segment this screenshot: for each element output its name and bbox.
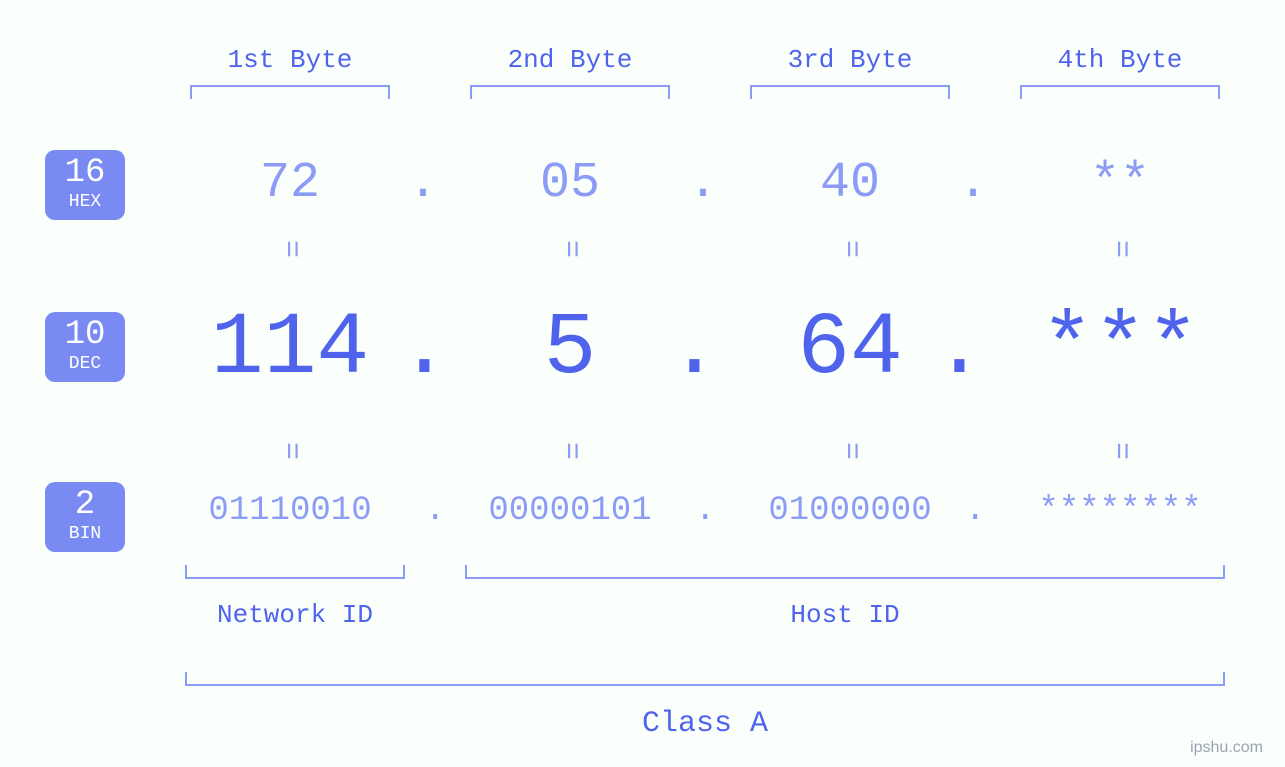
bracket-class: [185, 672, 1225, 686]
bin-byte-4: ********: [990, 492, 1250, 530]
hex-byte-2: 05: [460, 155, 680, 212]
byte-bracket-top-2: [470, 85, 670, 99]
hex-byte-4: **: [1010, 155, 1230, 212]
bin-byte-1: 01110010: [160, 492, 420, 530]
equals-dec-bin-2: =: [553, 436, 587, 466]
byte-bracket-top-1: [190, 85, 390, 99]
hex-byte-1: 72: [180, 155, 400, 212]
equals-dec-bin-1: =: [273, 436, 307, 466]
dec-byte-1: 114: [180, 300, 400, 399]
bin-dot-1: .: [425, 492, 445, 530]
hex-dot-2: .: [688, 155, 718, 212]
label-host-id: Host ID: [465, 600, 1225, 630]
bin-byte-3: 01000000: [720, 492, 980, 530]
equals-dec-bin-4: =: [1103, 436, 1137, 466]
badge-hex: 16 HEX: [45, 150, 125, 220]
equals-hex-dec-1: =: [273, 234, 307, 264]
equals-hex-dec-2: =: [553, 234, 587, 264]
dec-dot-2: .: [668, 300, 718, 399]
dec-byte-2: 5: [460, 300, 680, 399]
label-class: Class A: [185, 707, 1225, 741]
byte-header-3: 3rd Byte: [750, 45, 950, 75]
bin-dot-2: .: [695, 492, 715, 530]
dec-dot-3: .: [933, 300, 983, 399]
badge-dec-number: 10: [45, 318, 125, 352]
dec-dot-1: .: [398, 300, 448, 399]
equals-dec-bin-3: =: [833, 436, 867, 466]
byte-header-4: 4th Byte: [1020, 45, 1220, 75]
dec-byte-3: 64: [740, 300, 960, 399]
badge-hex-label: HEX: [45, 192, 125, 212]
hex-dot-1: .: [408, 155, 438, 212]
byte-bracket-top-4: [1020, 85, 1220, 99]
bracket-network-id: [185, 565, 405, 579]
equals-hex-dec-4: =: [1103, 234, 1137, 264]
badge-dec: 10 DEC: [45, 312, 125, 382]
dec-byte-4: ***: [1010, 300, 1230, 399]
watermark: ipshu.com: [1190, 739, 1263, 757]
equals-hex-dec-3: =: [833, 234, 867, 264]
ip-bytes-diagram: 1st Byte 2nd Byte 3rd Byte 4th Byte 16 H…: [0, 0, 1285, 767]
badge-dec-label: DEC: [45, 354, 125, 374]
badge-bin: 2 BIN: [45, 482, 125, 552]
bin-byte-2: 00000101: [440, 492, 700, 530]
bracket-host-id: [465, 565, 1225, 579]
bin-dot-3: .: [965, 492, 985, 530]
label-network-id: Network ID: [185, 600, 405, 630]
badge-bin-number: 2: [45, 488, 125, 522]
byte-header-1: 1st Byte: [190, 45, 390, 75]
hex-dot-3: .: [958, 155, 988, 212]
hex-byte-3: 40: [740, 155, 960, 212]
byte-bracket-top-3: [750, 85, 950, 99]
badge-bin-label: BIN: [45, 524, 125, 544]
byte-header-2: 2nd Byte: [470, 45, 670, 75]
badge-hex-number: 16: [45, 156, 125, 190]
